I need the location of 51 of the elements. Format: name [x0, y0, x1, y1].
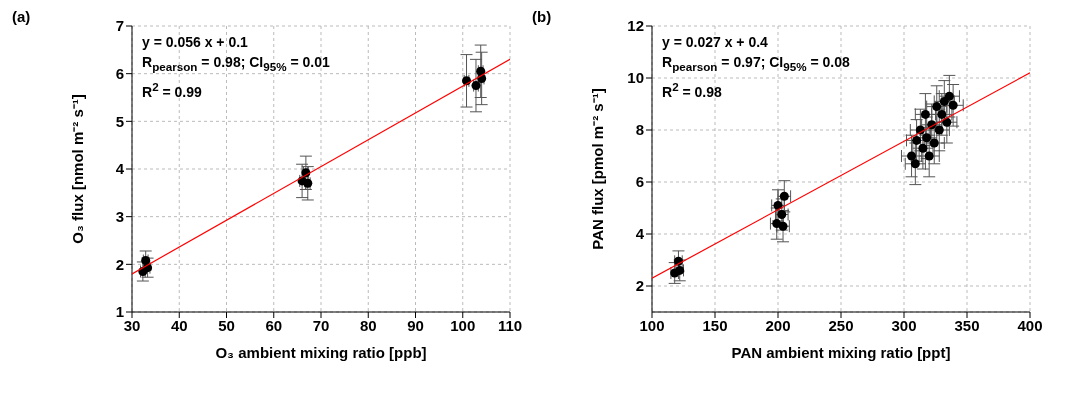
y-tick-label: 4 [635, 225, 645, 243]
y-tick-label: 2 [635, 277, 644, 295]
y-tick-label: 6 [115, 64, 124, 82]
y-tick-label: 12 [627, 17, 644, 35]
x-tick-label: 90 [407, 316, 424, 334]
x-tick-label: 400 [1017, 316, 1043, 334]
point [929, 138, 939, 148]
x-tick-label: 110 [497, 316, 523, 334]
y-axis-title: O₃ flux [nmol m⁻² s⁻¹] [69, 94, 87, 244]
y-tick-label: 6 [635, 173, 644, 191]
y-tick-label: 4 [115, 160, 125, 178]
annotation: R$_{pearson}$ = 0.97; CI$_{95%}$ = 0.08 [662, 53, 850, 75]
x-tick-label: 50 [218, 316, 235, 334]
point [948, 100, 958, 110]
text: (b) [532, 8, 552, 25]
point [910, 159, 920, 169]
x-tick-label: 30 [123, 316, 141, 334]
annotation: y = 0.056 x + 0.1 [142, 33, 249, 52]
x-tick-label: 200 [765, 316, 791, 334]
x-tick-label: 70 [312, 316, 330, 334]
x-tick-label: 250 [828, 316, 854, 334]
point [922, 133, 932, 143]
annotation: R$^{2}$ = 0.98 [662, 78, 723, 102]
point [939, 96, 949, 106]
annotation: R$^{2}$ = 0.99 [142, 78, 203, 102]
x-tick-label: 100 [639, 316, 665, 334]
x-tick-label: 100 [450, 316, 476, 334]
y-tick-label: 3 [115, 207, 124, 225]
x-tick-label: 150 [702, 316, 728, 334]
x-tick-label: 60 [265, 316, 283, 334]
point [944, 91, 954, 101]
point [912, 135, 922, 145]
y-tick-label: 10 [627, 69, 644, 87]
annotation: R$_{pearson}$ = 0.98; CI$_{95%}$ = 0.01 [142, 53, 330, 75]
point [934, 125, 944, 135]
annotation: y = 0.027 x + 0.4 [662, 33, 769, 52]
x-tick-label: 40 [170, 316, 188, 334]
y-tick-label: 7 [115, 17, 124, 35]
x-tick-label: 350 [954, 316, 980, 334]
x-tick-label: 80 [359, 316, 377, 334]
x-tick-label: 300 [891, 316, 917, 334]
point [932, 102, 942, 112]
y-tick-label: 8 [635, 121, 644, 139]
x-axis-title: PAN ambient mixing ratio [ppt] [731, 344, 951, 361]
text: (a) [12, 8, 31, 25]
point [918, 143, 928, 153]
y-axis-title: PAN flux [pmol m⁻² s⁻¹] [589, 88, 607, 250]
x-axis-title: O₃ ambient mixing ratio [ppb] [215, 344, 427, 361]
y-tick-label: 2 [115, 255, 124, 273]
y-tick-label: 1 [115, 303, 124, 321]
y-tick-label: 5 [115, 112, 124, 130]
